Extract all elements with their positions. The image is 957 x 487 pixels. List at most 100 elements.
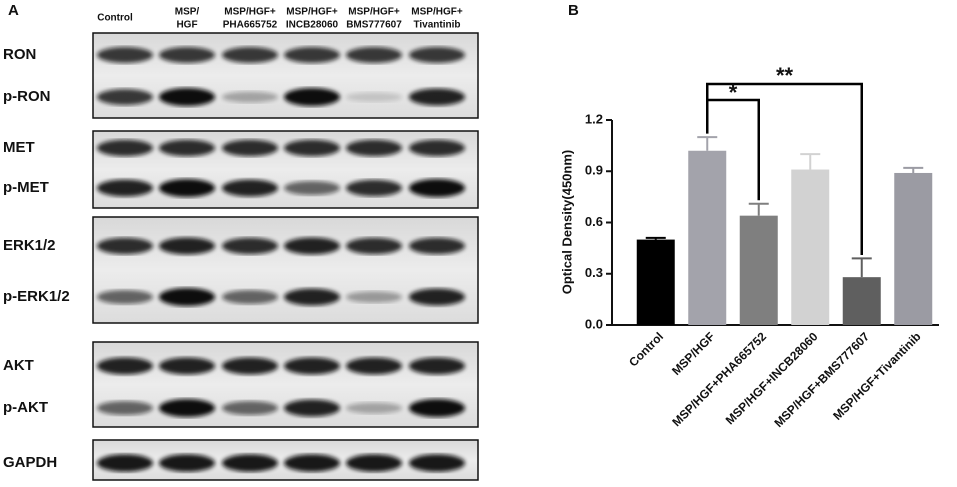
x-tick-label: Control (626, 329, 666, 369)
band (159, 179, 215, 197)
band (346, 402, 402, 414)
band (159, 288, 215, 306)
band (409, 47, 465, 63)
row-label: p-MET (3, 179, 49, 196)
band (97, 89, 153, 105)
row-label: RON (3, 46, 36, 63)
lane-header: Tivantinib (413, 20, 460, 31)
bar (894, 172, 933, 325)
lane-header: MSP/ (175, 7, 200, 18)
band (97, 47, 153, 63)
band (222, 139, 278, 157)
bracket (706, 82, 863, 255)
band (222, 454, 278, 472)
band (346, 47, 402, 63)
band (97, 290, 153, 304)
bar (636, 239, 675, 325)
error-bar (851, 257, 872, 278)
band (409, 288, 465, 306)
band (159, 237, 215, 255)
bar (791, 169, 830, 325)
band (159, 88, 215, 106)
band (409, 179, 465, 197)
x-tick-label: MSP/HGF (669, 329, 718, 378)
lane-header: MSP/HGF+ (224, 7, 276, 18)
band (346, 454, 402, 472)
y-tick-label: 0.3 (585, 265, 603, 280)
bar (842, 277, 881, 325)
band (159, 357, 215, 375)
row-label: MET (3, 139, 35, 156)
error-bar (697, 136, 718, 151)
band (97, 179, 153, 197)
lane-header: MSP/HGF+ (286, 7, 338, 18)
lane-header: BMS777607 (346, 20, 402, 31)
lane-header: MSP/HGF+ (348, 7, 400, 18)
band (284, 288, 340, 306)
band (409, 139, 465, 157)
band (97, 237, 153, 255)
error-bar (645, 236, 666, 240)
y-axis-label: Optical Density(450nm) (559, 150, 574, 295)
band (97, 139, 153, 157)
band (222, 290, 278, 304)
band (284, 454, 340, 472)
band (346, 291, 402, 303)
x-tick-label: MSP/HGF+INCB28060 (723, 329, 821, 427)
band (284, 88, 340, 106)
y-tick-label: 1.2 (585, 111, 603, 126)
band (97, 454, 153, 472)
x-tick-label: MSP/HGF+Tivantinib (830, 329, 923, 422)
band (346, 237, 402, 255)
band (284, 399, 340, 417)
band (346, 139, 402, 157)
band (284, 357, 340, 375)
band (409, 454, 465, 472)
y-tick-label: 0.9 (585, 163, 603, 178)
band (284, 139, 340, 157)
band (97, 357, 153, 375)
band (159, 139, 215, 157)
band (346, 92, 402, 102)
band (409, 399, 465, 417)
error-bar (903, 166, 924, 173)
lane-header: PHA665752 (223, 20, 278, 31)
band (222, 401, 278, 415)
band (284, 181, 340, 195)
band (346, 179, 402, 197)
band (222, 237, 278, 255)
bar (739, 215, 778, 325)
panel-label: B (568, 2, 579, 19)
band (159, 454, 215, 472)
bracket (707, 98, 760, 201)
band (222, 179, 278, 197)
band (409, 88, 465, 106)
row-label: GAPDH (3, 454, 57, 471)
band (159, 399, 215, 417)
blot (92, 216, 479, 324)
annotation: ** (776, 63, 794, 88)
band (222, 357, 278, 375)
band (159, 47, 215, 63)
band (346, 357, 402, 375)
x-tick-label: MSP/HGF+BMS777607 (771, 329, 872, 430)
band (284, 47, 340, 63)
row-label: AKT (3, 357, 34, 374)
row-label: p-RON (3, 88, 51, 105)
lane-header: MSP/HGF+ (411, 7, 463, 18)
band (97, 401, 153, 415)
row-label: p-ERK1/2 (3, 288, 70, 305)
error-bar (748, 202, 769, 216)
bar (688, 150, 727, 325)
error-bar (800, 153, 821, 170)
lane-header: Control (97, 13, 133, 24)
blot (92, 32, 479, 119)
y-tick-label: 0.6 (585, 214, 603, 229)
lane-header: INCB28060 (286, 20, 339, 31)
band (284, 237, 340, 255)
row-label: ERK1/2 (3, 237, 56, 254)
lane-header: HGF (176, 20, 197, 31)
x-tick-label: MSP/HGF+PHA665752 (669, 329, 769, 429)
row-label: p-AKT (3, 399, 48, 416)
